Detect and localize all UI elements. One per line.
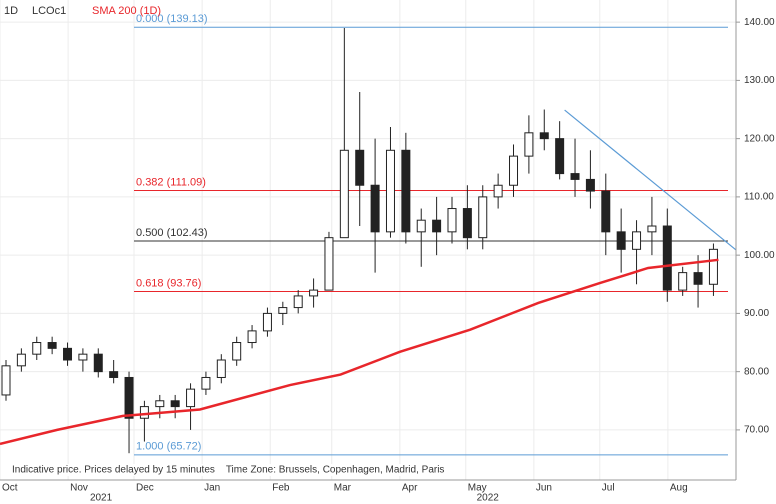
candle-body xyxy=(201,376,211,390)
interval: 1D xyxy=(4,5,18,17)
y-tick-label: 120.00 xyxy=(744,133,775,144)
candle-body xyxy=(63,347,73,361)
candle-body xyxy=(32,342,42,355)
candle-body xyxy=(493,184,503,198)
candle-body xyxy=(632,231,642,250)
symbol: LCOc1 xyxy=(32,5,66,17)
y-tick-label: 100.00 xyxy=(744,250,775,261)
candle-body xyxy=(509,155,519,186)
fib-label: 0.000 (139.13) xyxy=(136,13,208,25)
candle-body xyxy=(570,173,580,180)
candle-body xyxy=(478,196,488,239)
candle-body xyxy=(186,388,196,408)
x-tick-label: Oct xyxy=(2,483,18,494)
x-tick-label: Dec xyxy=(136,483,154,494)
y-tick-label: 140.00 xyxy=(744,17,775,28)
x-tick-label: Jun xyxy=(536,483,552,494)
x-tick-label: Jan xyxy=(204,483,220,494)
candle-body xyxy=(693,272,703,285)
y-tick-label: 110.00 xyxy=(744,192,774,203)
candle-body xyxy=(555,138,565,175)
candle-body xyxy=(539,132,549,140)
y-tick-label: 80.00 xyxy=(744,366,769,377)
candle-body xyxy=(339,149,349,239)
x-tick-label: May xyxy=(468,483,487,494)
fib-label: 1.000 (65.72) xyxy=(136,441,201,453)
candle-body xyxy=(139,406,149,419)
x-tick-label: Nov xyxy=(70,483,88,494)
candle-body xyxy=(1,365,11,396)
candle-body xyxy=(262,312,272,332)
candle-body xyxy=(170,400,180,408)
footer-note: Indicative price. Prices delayed by 15 m… xyxy=(12,465,444,476)
year-label: 2022 xyxy=(477,493,500,504)
candle-body xyxy=(309,289,319,297)
candle-body xyxy=(293,295,303,309)
candle-body xyxy=(416,219,426,233)
trendline xyxy=(564,109,737,251)
candle-body xyxy=(278,307,288,314)
indicator: SMA 200 (1D) xyxy=(92,5,161,17)
sma-line xyxy=(0,258,719,446)
candle-body xyxy=(47,342,57,349)
plot: 0.000 (139.13) 0.382 (111.09) 0.500 (102.4… xyxy=(0,13,737,456)
x-tick-label: Mar xyxy=(334,483,352,494)
candle-body xyxy=(93,353,103,373)
candle-body xyxy=(678,272,688,291)
candle-body xyxy=(155,400,165,408)
candle-body xyxy=(324,237,334,291)
candle-body xyxy=(370,184,380,233)
candle-body xyxy=(601,190,611,233)
x-tick-label: Jul xyxy=(602,483,615,494)
candle-body xyxy=(216,359,226,378)
candle-body xyxy=(616,231,626,250)
candle-body xyxy=(355,149,365,186)
fib-label: 0.500 (102.43) xyxy=(136,227,208,239)
fib-label: 0.618 (93.76) xyxy=(136,277,201,289)
candle-body xyxy=(447,208,457,233)
x-tick-label: Apr xyxy=(402,483,418,494)
candle-body xyxy=(585,178,595,192)
candle-body xyxy=(78,353,88,361)
candle-body xyxy=(662,225,672,291)
candle-body xyxy=(401,149,411,233)
candle-body xyxy=(232,342,242,361)
candle-body xyxy=(432,219,442,233)
footer-bg xyxy=(8,464,438,476)
candle-body xyxy=(16,353,26,367)
y-tick-label: 70.00 xyxy=(744,425,769,436)
x-tick-label: Feb xyxy=(272,483,290,494)
y-tick-label: 130.00 xyxy=(744,75,775,86)
candle-body xyxy=(647,225,657,233)
candle-body xyxy=(247,330,257,344)
x-tick-label: Aug xyxy=(670,483,688,494)
candle-body xyxy=(124,376,134,419)
candle-body xyxy=(462,208,472,239)
candle-body xyxy=(708,248,718,285)
year-label: 2021 xyxy=(90,493,113,504)
y-tick-label: 90.00 xyxy=(744,308,769,319)
candle-body xyxy=(524,132,534,157)
fib-label: 0.382 (111.09) xyxy=(136,176,206,188)
candle-body xyxy=(109,371,119,378)
candle-body xyxy=(385,149,395,233)
